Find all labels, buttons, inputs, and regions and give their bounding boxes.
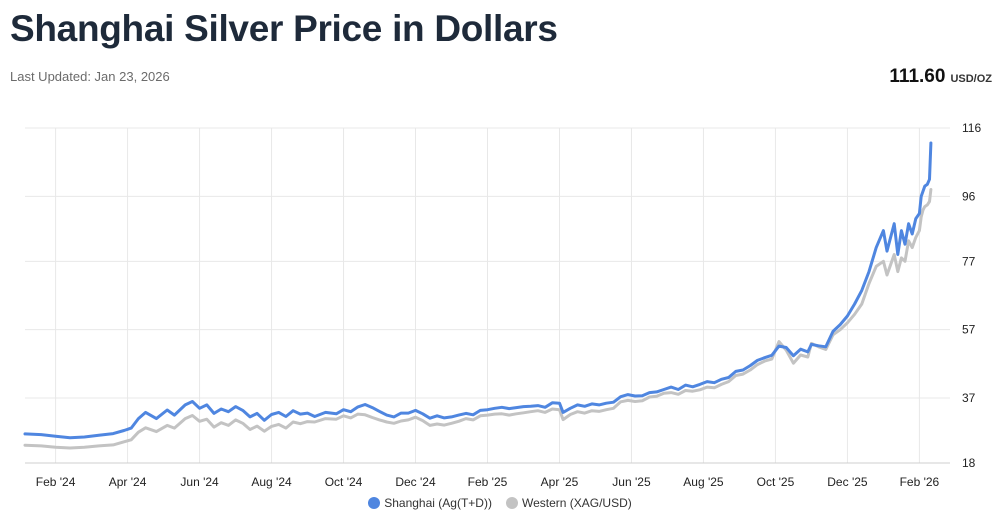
- x-tick-label-3: Aug '24: [251, 475, 292, 489]
- x-tick-label-6: Feb '25: [468, 475, 508, 489]
- page-title: Shanghai Silver Price in Dollars: [10, 8, 558, 49]
- x-tick-label-4: Oct '24: [325, 475, 363, 489]
- legend-item-shanghai[interactable]: Shanghai (Ag(T+D)): [368, 496, 492, 510]
- x-tick-label-10: Oct '25: [757, 475, 795, 489]
- price-value: 111.60: [889, 66, 946, 87]
- last-updated-text: Last Updated: Jan 23, 2026: [10, 69, 170, 84]
- legend-dot-western: [505, 497, 518, 509]
- legend-label-western: Western (XAG/USD): [521, 496, 632, 510]
- x-tick-label-5: Dec '24: [395, 475, 436, 489]
- chart-legend: Shanghai (Ag(T+D)) Western (XAG/USD): [0, 496, 1000, 510]
- series-line-western: [23, 188, 933, 450]
- x-tick-label-8: Jun '25: [612, 475, 651, 489]
- legend-item-western[interactable]: Western (XAG/USD): [505, 496, 632, 510]
- x-tick-label-7: Apr '25: [541, 475, 579, 489]
- y-tick-label-96: 96: [962, 189, 976, 203]
- x-tick-label-12: Feb '26: [900, 475, 940, 489]
- y-tick-label-116: 116: [962, 121, 981, 135]
- y-tick-label-57: 57: [962, 323, 976, 337]
- x-tick-label-2: Jun '24: [180, 475, 219, 489]
- legend-dot-shanghai: [368, 497, 381, 509]
- price-chart[interactable]: 18 37 57 77 96 116 Feb '24 Apr '24 Jun '24 Aug '2…: [0, 115, 1000, 495]
- x-tick-label-1: Apr '24: [109, 475, 147, 489]
- y-tick-label-37: 37: [962, 391, 976, 405]
- y-tick-label-77: 77: [962, 254, 976, 268]
- x-tick-label-0: Feb '24: [36, 475, 76, 489]
- price-unit: USD/OZ: [950, 73, 992, 85]
- x-tick-label-11: Dec '25: [827, 475, 868, 489]
- series-line-shanghai: [23, 141, 933, 440]
- legend-label-shanghai: Shanghai (Ag(T+D)): [384, 496, 492, 510]
- current-price: 111.60 USD/OZ: [889, 66, 992, 88]
- y-tick-label-18: 18: [962, 456, 976, 470]
- x-tick-label-9: Aug '25: [683, 475, 724, 489]
